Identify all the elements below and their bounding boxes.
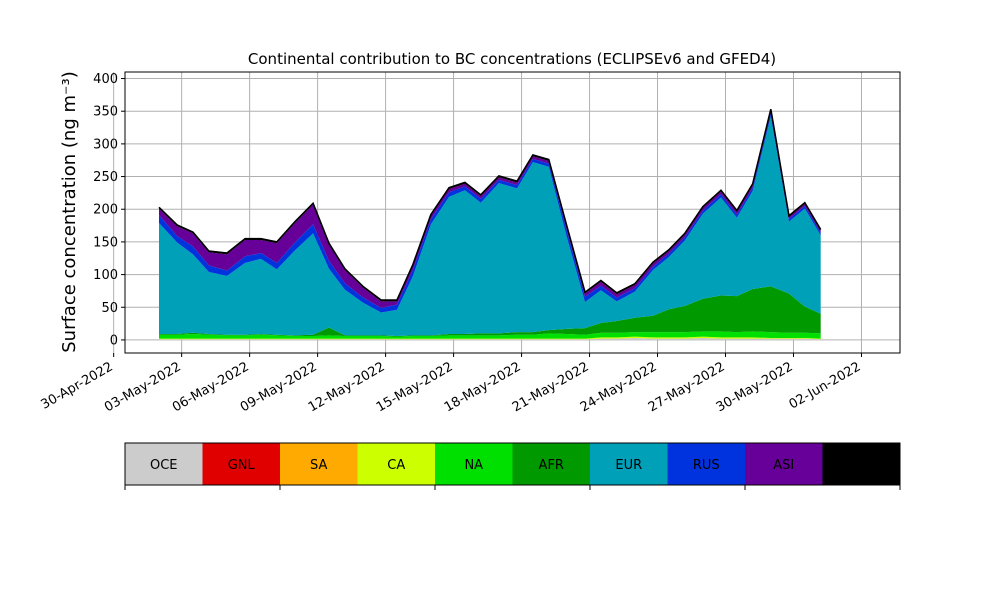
legend-swatch-eur <box>590 443 668 485</box>
total-line-layer <box>158 109 822 301</box>
legend-label-rus: RUS <box>693 458 720 473</box>
area-series-ca <box>158 336 821 340</box>
legend-swatch-sa <box>280 443 358 485</box>
y-tick-label: 300 <box>93 137 118 152</box>
total-concentration-line <box>158 109 822 301</box>
legend-swatch-ca <box>357 443 435 485</box>
area-series-na <box>158 331 821 339</box>
y-axis: 0 50 100 150 200 250 300 350 400 <box>93 72 125 348</box>
y-tick-label: 0 <box>110 333 118 348</box>
legend-label-eur: EUR <box>615 458 642 473</box>
y-axis-label: Surface concentration (ng m⁻³) <box>59 71 80 353</box>
legend-label-aus: AUS <box>848 458 875 473</box>
legend-label-afr: AFR <box>539 458 564 473</box>
area-series-afr <box>158 286 821 337</box>
legend-swatch-asi <box>745 443 823 485</box>
legend-swatch-afr <box>512 443 590 485</box>
legend-label-na: NA <box>464 458 483 473</box>
y-tick-label: 350 <box>93 105 118 120</box>
legend-label-asi: ASI <box>773 458 794 473</box>
legend-label-ca: CA <box>387 458 405 473</box>
area-series-oce <box>158 337 821 340</box>
legend-swatch-oce <box>125 443 203 485</box>
chart-title: Continental contribution to BC concentra… <box>248 50 776 68</box>
legend-swatch-aus <box>822 443 900 485</box>
legend: OCE GNL SA CA NA AFR EUR RUS ASI AUS <box>124 442 901 490</box>
legend-label-oce: OCE <box>150 458 178 473</box>
legend-swatch-na <box>435 443 513 485</box>
y-tick-label: 150 <box>93 235 118 250</box>
plot-frame <box>124 71 901 354</box>
legend-label-sa: SA <box>310 458 327 473</box>
y-tick-label: 200 <box>93 203 118 218</box>
y-tick-label: 50 <box>101 301 118 316</box>
legend-swatch-gnl <box>202 443 280 485</box>
area-series-eur <box>158 116 821 337</box>
legend-label-gnl: GNL <box>228 458 256 473</box>
y-tick-label: 400 <box>93 72 118 87</box>
y-tick-label: 100 <box>93 268 118 283</box>
area-layer <box>158 109 821 340</box>
y-tick-label: 250 <box>93 170 118 185</box>
plot-area <box>113 71 901 354</box>
legend-frame <box>124 442 901 486</box>
legend-swatch-rus <box>667 443 745 485</box>
